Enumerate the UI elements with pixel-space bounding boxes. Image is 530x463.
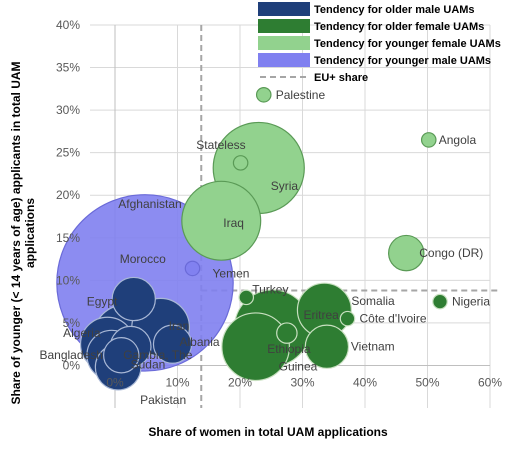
- x-axis-ticks: 0% 10% 20% 30% 40% 50% 60%: [106, 375, 502, 389]
- legend-swatch-younger_female: [258, 36, 310, 50]
- bubble-turkey: [238, 289, 255, 306]
- label-iran: Iran: [169, 319, 190, 333]
- bubble-guinea: [221, 312, 290, 382]
- legend-label-eu-share: EU+ share: [314, 72, 368, 84]
- legend-label-older_male: Tendency for older male UAMs: [314, 4, 475, 16]
- label-angola: Angola: [439, 133, 477, 147]
- label-pakistan: Pakistan: [140, 393, 186, 407]
- label-congo-dr: Congo (DR): [419, 246, 483, 260]
- y-tick-label: 30%: [56, 103, 80, 117]
- bubble-vietnam: [304, 324, 350, 369]
- label-yemen: Yemen: [213, 266, 250, 280]
- y-axis-title-line-1: Share of younger (< 14 years of age) app…: [9, 61, 23, 404]
- label-vietnam: Vietnam: [351, 340, 395, 354]
- x-tick-label: 50%: [415, 375, 439, 389]
- y-tick-label: 0%: [63, 358, 81, 372]
- y-tick-label: 20%: [56, 188, 80, 202]
- bubble-ethiopia: [276, 322, 298, 344]
- label-morocco: Morocco: [120, 252, 166, 266]
- bubbles: [56, 86, 448, 391]
- legend: Tendency for older male UAMs Tendency for…: [258, 2, 501, 84]
- bubble-iraq: [181, 180, 262, 261]
- bubble-stateless: [232, 155, 249, 171]
- legend-label-older_female: Tendency for older female UAMs: [314, 21, 484, 33]
- label-palestine: Palestine: [276, 88, 326, 102]
- label-afghanistan: Afghanistan: [118, 197, 181, 211]
- label-bangladesh: Bangladesh: [39, 348, 102, 362]
- label-egypt: Egypt: [87, 295, 118, 309]
- label-albania: Albania: [180, 335, 220, 349]
- label-eritrea: Eritrea: [304, 308, 340, 322]
- y-axis-title-line-2: applications: [23, 198, 37, 268]
- label-stateless: Stateless: [196, 138, 245, 152]
- label-nigeria: Nigeria: [452, 295, 490, 309]
- x-tick-label: 60%: [478, 375, 502, 389]
- bubble-gambia-the: [103, 336, 140, 374]
- bubble-albania: [152, 324, 193, 364]
- y-tick-label: 35%: [56, 61, 80, 75]
- y-axis-ticks: 0% 5% 10% 15% 20% 25% 30% 35% 40%: [56, 18, 80, 372]
- label-algeria: Algeria: [63, 326, 101, 340]
- bubble-nigeria: [432, 293, 448, 310]
- label-guinea: Guinea: [279, 360, 318, 374]
- bubble-yemen: [184, 260, 201, 277]
- legend-swatch-older_female: [258, 19, 310, 33]
- label-sudan: Sudan: [131, 358, 166, 372]
- x-tick-label: 0%: [106, 375, 124, 389]
- x-tick-label: 10%: [165, 375, 189, 389]
- label-gambia-the: Gambia, The: [123, 348, 192, 362]
- y-tick-label: 40%: [56, 18, 80, 32]
- legend-label-younger_female: Tendency for younger female UAMs: [314, 38, 501, 50]
- label-c-te-d-ivoire: Côte d'Ivoire: [360, 312, 427, 326]
- bubble-c-te-d-ivoire: [339, 310, 356, 327]
- label-ethiopia: Ethiopia: [267, 342, 311, 356]
- x-tick-label: 30%: [290, 375, 314, 389]
- label-iraq: Iraq: [223, 216, 244, 230]
- label-syria: Syria: [271, 179, 299, 193]
- label-somalia: Somalia: [351, 294, 395, 308]
- label-turkey: Turkey: [252, 282, 288, 296]
- y-tick-label: 15%: [56, 231, 80, 245]
- legend-swatch-older_male: [258, 2, 310, 16]
- bubble-angola: [420, 132, 437, 148]
- legend-swatch-younger_male: [258, 53, 310, 67]
- x-tick-label: 40%: [353, 375, 377, 389]
- bubble-morocco: [111, 276, 156, 322]
- legend-label-younger_male: Tendency for younger male UAMs: [314, 55, 491, 67]
- y-tick-label: 5%: [63, 316, 81, 330]
- y-tick-label: 25%: [56, 146, 80, 160]
- y-tick-label: 10%: [56, 273, 80, 287]
- bubble-palestine: [255, 86, 272, 103]
- x-axis-title: Share of women in total UAM applications: [148, 425, 388, 439]
- x-tick-label: 20%: [228, 375, 252, 389]
- bubble-labels: Palestine Angola Stateless Syria Iraq Congo (…: [39, 88, 490, 407]
- bubble-congo-dr: [388, 234, 425, 272]
